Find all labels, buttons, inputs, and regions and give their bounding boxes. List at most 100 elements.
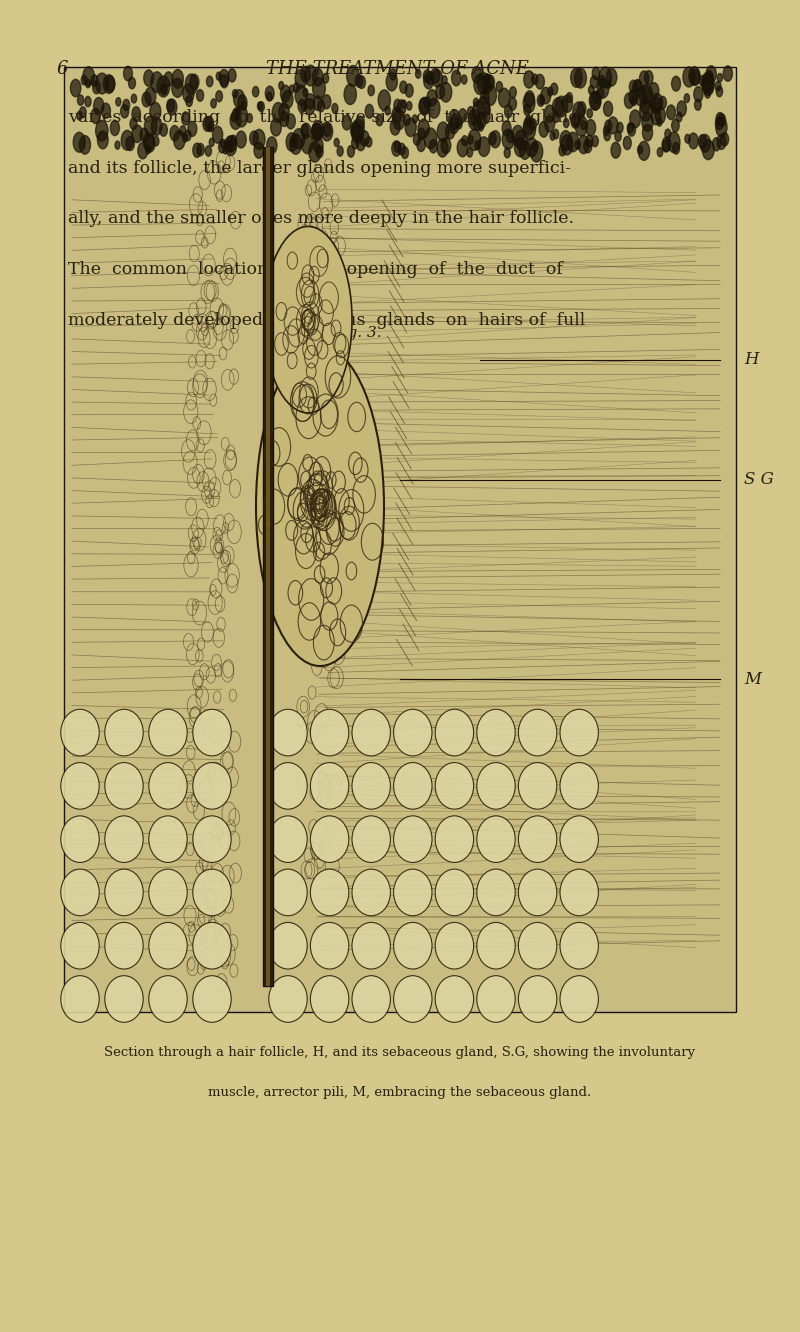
Circle shape <box>312 124 322 140</box>
Circle shape <box>266 87 274 101</box>
Circle shape <box>592 67 600 80</box>
Circle shape <box>523 93 535 113</box>
Circle shape <box>150 72 163 92</box>
Circle shape <box>290 139 295 147</box>
Circle shape <box>145 116 157 136</box>
Circle shape <box>561 135 573 155</box>
Circle shape <box>121 104 129 119</box>
Circle shape <box>545 105 555 123</box>
Circle shape <box>123 67 132 81</box>
Circle shape <box>279 103 290 120</box>
Circle shape <box>478 96 490 116</box>
Circle shape <box>485 105 490 115</box>
Circle shape <box>313 77 326 99</box>
Circle shape <box>490 131 500 148</box>
Circle shape <box>258 101 262 111</box>
Circle shape <box>360 131 369 147</box>
Circle shape <box>238 95 247 111</box>
Circle shape <box>153 136 159 147</box>
Ellipse shape <box>477 709 515 757</box>
Circle shape <box>122 131 133 151</box>
Circle shape <box>525 91 534 107</box>
Circle shape <box>253 87 259 97</box>
Circle shape <box>723 65 733 81</box>
Circle shape <box>662 140 670 152</box>
Circle shape <box>506 131 514 143</box>
Circle shape <box>426 72 434 84</box>
Circle shape <box>106 76 115 92</box>
Circle shape <box>280 112 289 127</box>
Text: The  common  location  of  the  opening  of  the  duct  of: The common location of the opening of th… <box>68 261 563 278</box>
Ellipse shape <box>105 762 143 810</box>
Circle shape <box>496 81 502 92</box>
Ellipse shape <box>352 922 390 970</box>
Circle shape <box>254 143 264 159</box>
Circle shape <box>481 91 489 105</box>
Circle shape <box>658 148 662 157</box>
Ellipse shape <box>560 975 598 1023</box>
Circle shape <box>423 71 431 83</box>
Ellipse shape <box>394 815 432 863</box>
Circle shape <box>182 112 190 125</box>
Circle shape <box>126 136 134 151</box>
Ellipse shape <box>193 815 231 863</box>
Ellipse shape <box>105 815 143 863</box>
Circle shape <box>79 136 90 155</box>
Ellipse shape <box>518 709 557 757</box>
Ellipse shape <box>435 922 474 970</box>
Circle shape <box>347 145 354 157</box>
Circle shape <box>523 120 536 140</box>
Circle shape <box>146 145 150 153</box>
Circle shape <box>484 75 490 84</box>
Circle shape <box>193 143 202 157</box>
Circle shape <box>685 135 690 143</box>
Circle shape <box>458 117 462 125</box>
Circle shape <box>652 93 662 112</box>
Circle shape <box>211 99 216 108</box>
Circle shape <box>566 92 573 103</box>
Text: THE TREATMENT OF ACNE.: THE TREATMENT OF ACNE. <box>266 60 534 79</box>
Ellipse shape <box>518 922 557 970</box>
Circle shape <box>342 115 351 131</box>
Circle shape <box>85 96 91 107</box>
Circle shape <box>188 121 197 136</box>
Circle shape <box>164 72 173 87</box>
Circle shape <box>390 69 397 80</box>
Circle shape <box>705 71 714 85</box>
Circle shape <box>589 85 594 95</box>
Circle shape <box>358 76 366 88</box>
Ellipse shape <box>105 870 143 916</box>
Ellipse shape <box>310 975 349 1023</box>
Circle shape <box>306 93 315 109</box>
Circle shape <box>553 129 558 139</box>
Circle shape <box>510 87 516 97</box>
Text: and its follicle, the larger glands opening more superfici-: and its follicle, the larger glands open… <box>68 160 571 177</box>
Ellipse shape <box>61 709 99 757</box>
Ellipse shape <box>394 709 432 757</box>
Circle shape <box>142 92 151 107</box>
Circle shape <box>197 89 204 101</box>
Circle shape <box>337 147 343 156</box>
Circle shape <box>457 120 462 129</box>
Ellipse shape <box>269 709 307 757</box>
Circle shape <box>553 97 564 117</box>
Bar <box>64 67 736 1012</box>
Circle shape <box>699 76 706 87</box>
Ellipse shape <box>61 762 99 810</box>
Ellipse shape <box>518 870 557 916</box>
Circle shape <box>427 89 437 107</box>
Ellipse shape <box>352 815 390 863</box>
Circle shape <box>608 117 618 135</box>
Circle shape <box>170 125 179 141</box>
Circle shape <box>286 133 298 152</box>
Circle shape <box>132 125 142 143</box>
Circle shape <box>161 84 167 95</box>
Circle shape <box>394 141 401 152</box>
Text: moderately developed  sebaceous  glands  on  hairs of  full: moderately developed sebaceous glands on… <box>68 312 586 329</box>
Bar <box>266 147 270 986</box>
Circle shape <box>167 99 177 115</box>
Ellipse shape <box>518 815 557 863</box>
Circle shape <box>206 76 213 87</box>
Circle shape <box>694 99 701 111</box>
Circle shape <box>667 132 680 153</box>
